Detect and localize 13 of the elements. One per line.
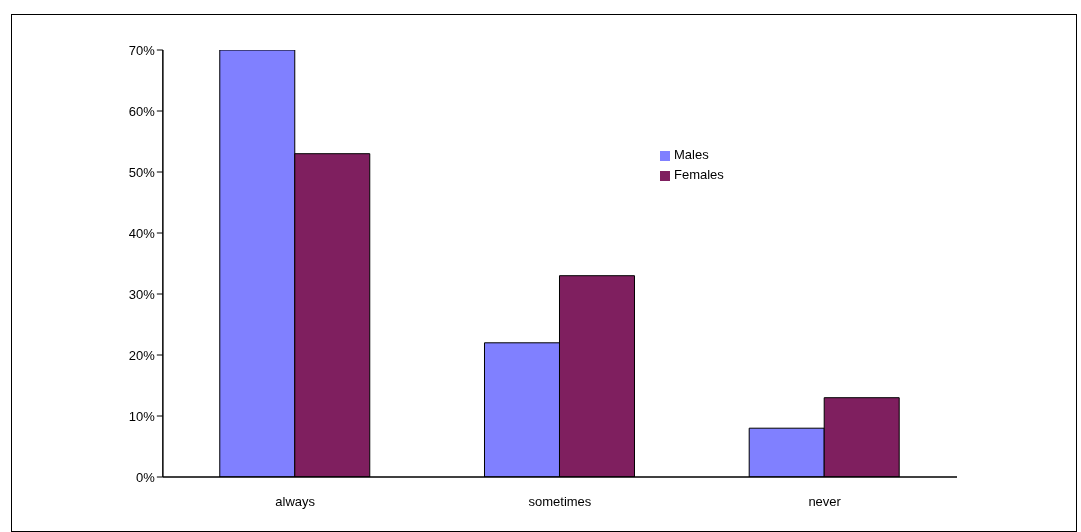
- y-tick-label: 10%: [128, 408, 156, 424]
- x-tick-label: always: [275, 494, 316, 510]
- y-tick-label: 40%: [128, 225, 156, 241]
- legend-label: Males: [674, 147, 709, 162]
- y-tick-label: 60%: [128, 103, 156, 119]
- y-tick-label: 70%: [128, 42, 156, 58]
- y-tick-label: 50%: [128, 164, 156, 180]
- y-tick-label: 0%: [136, 469, 156, 485]
- x-tick-label: sometimes: [528, 494, 592, 510]
- x-tick-label: never: [808, 494, 842, 510]
- y-tick-label: 20%: [128, 347, 156, 363]
- legend-label: Females: [674, 167, 724, 182]
- y-tick-label: 30%: [128, 286, 156, 302]
